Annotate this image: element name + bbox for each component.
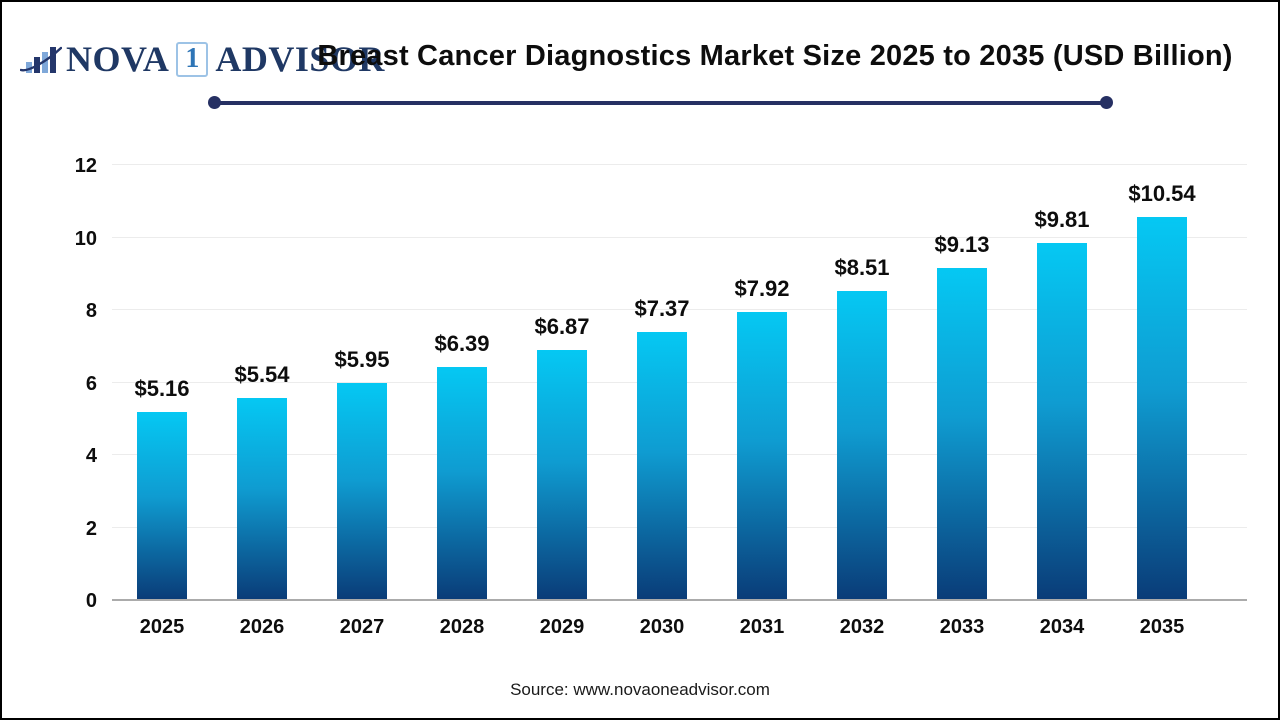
bar-value-label-2035: $10.54 <box>1128 180 1196 206</box>
underline-left-dot <box>208 96 221 109</box>
x-tick-label-2033: 2033 <box>939 616 985 638</box>
x-tick-label-2029: 2029 <box>539 616 585 638</box>
y-tick-label-0: 0 <box>85 590 97 612</box>
x-tick-label-2035: 2035 <box>1139 616 1185 638</box>
y-tick-label-12: 12 <box>74 155 97 177</box>
bar-2035 <box>1137 216 1187 599</box>
bar-group-2025: $5.16 <box>112 164 212 599</box>
bar-2034 <box>1037 243 1087 599</box>
bar-value-label-2034: $9.81 <box>1034 207 1090 233</box>
x-tick-label-2025: 2025 <box>139 616 185 638</box>
bar-group-2026: $5.54 <box>212 164 312 599</box>
y-tick-label-4: 4 <box>85 445 97 467</box>
underline-right-dot <box>1100 96 1113 109</box>
gridline-8 <box>112 309 1247 310</box>
bar-group-2027: $5.95 <box>312 164 412 599</box>
y-axis-labels: 0 2 4 6 8 10 12 <box>42 155 97 612</box>
nova-one-advisor-logo: NOVA 1 ADVISOR <box>20 38 385 80</box>
bar-2026 <box>237 398 287 599</box>
bar-2031 <box>737 311 787 599</box>
x-tick-label-2026: 2026 <box>239 616 285 638</box>
bar-value-label-2030: $7.37 <box>634 295 690 321</box>
x-tick-label-2030: 2030 <box>639 616 685 638</box>
title-underline <box>208 96 1113 109</box>
source-text: Source: www.novaoneadvisor.com <box>510 680 770 699</box>
bars-row: $5.16 $5.54 $5.95 $6.39 $6.87 $7.37 $7.92 $8.51… <box>112 164 1212 599</box>
bar-chart-swoosh-icon <box>20 46 62 73</box>
x-tick-label-2032: 2032 <box>839 616 885 638</box>
bar-value-label-2032: $8.51 <box>834 254 890 280</box>
bar-group-2033: $9.13 <box>912 164 1012 599</box>
bar-group-2031: $7.92 <box>712 164 812 599</box>
y-tick-label-10: 10 <box>74 227 97 250</box>
bar-group-2028: $6.39 <box>412 164 512 599</box>
bar-group-2035: $10.54 <box>1112 164 1212 599</box>
bar-2029 <box>537 349 587 599</box>
bar-2033 <box>937 268 987 599</box>
x-tick-label-2028: 2028 <box>439 616 485 638</box>
bar-2030 <box>637 331 687 599</box>
bar-value-label-2025: $5.16 <box>134 375 190 401</box>
bar-value-label-2029: $6.87 <box>534 313 590 339</box>
x-axis-labels: 2025 2026 2027 2028 2029 2030 2031 2032 2033 2034… <box>112 616 1212 639</box>
y-tick-label-8: 8 <box>85 300 97 322</box>
x-tick-label-2031: 2031 <box>739 616 785 638</box>
gridline-12 <box>112 164 1247 165</box>
bar-value-label-2033: $9.13 <box>934 232 990 258</box>
logo-number-one: 1 <box>176 41 209 77</box>
x-tick-label-2034: 2034 <box>1039 616 1085 638</box>
bar-value-label-2026: $5.54 <box>234 362 290 388</box>
gridline-10 <box>112 236 1247 238</box>
bar-2027 <box>337 383 387 599</box>
logo-text-nova: NOVA <box>66 39 170 79</box>
bar-group-2029: $6.87 <box>512 164 612 599</box>
bar-value-label-2028: $6.39 <box>434 331 490 357</box>
logo-text-advisor: ADVISOR <box>215 39 385 79</box>
plot-area: $5.16 $5.54 $5.95 $6.39 $6.87 $7.37 $7.92 $8.51… <box>112 164 1247 601</box>
bar-value-label-2027: $5.95 <box>334 347 390 373</box>
y-tick-label-6: 6 <box>85 372 97 395</box>
chart-title: Breast Cancer Diagnostics Market Size 20… <box>317 40 1233 72</box>
bar-group-2034: $9.81 <box>1012 164 1112 599</box>
x-tick-label-2027: 2027 <box>339 616 385 638</box>
bar-value-label-2031: $7.92 <box>734 275 790 301</box>
bar-2025 <box>137 411 187 599</box>
bar-group-2030: $7.37 <box>612 164 712 599</box>
bar-group-2032: $8.51 <box>812 164 912 599</box>
y-tick-label-2: 2 <box>85 517 97 540</box>
bar-2028 <box>437 367 487 599</box>
bar-2032 <box>837 290 887 599</box>
